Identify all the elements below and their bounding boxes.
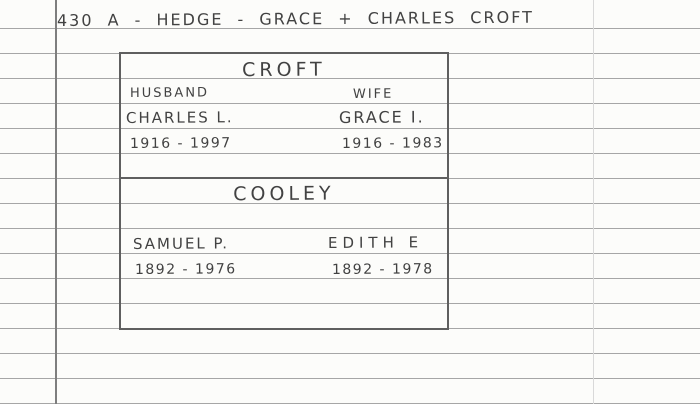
record-title: 430 A - HEDGE - GRACE + CHARLES CROFT	[56, 7, 534, 31]
cooley-surname-heading: COOLEY	[233, 182, 335, 206]
husband-years-cooley: 1892 - 1976	[134, 261, 237, 278]
section-divider-line	[119, 177, 449, 179]
left-margin-rule-line	[55, 0, 57, 404]
plot-record-card: CROFT HUSBAND WIFE CHARLES L. GRACE I. 1…	[119, 52, 449, 330]
croft-surname-heading: CROFT	[242, 58, 326, 82]
husband-name-croft: CHARLES L.	[125, 108, 234, 128]
husband-name-cooley: SAMUEL P.	[132, 234, 230, 253]
husband-label: HUSBAND	[129, 85, 210, 102]
wife-name-cooley: EDITH E	[327, 233, 424, 252]
right-faint-rule-line	[593, 0, 594, 404]
husband-years-croft: 1916 - 1997	[129, 135, 232, 152]
wife-name-croft: GRACE I.	[338, 107, 425, 128]
wife-years-cooley: 1892 - 1978	[331, 261, 434, 278]
wife-label: WIFE	[352, 86, 394, 103]
wife-years-croft: 1916 - 1983	[341, 135, 444, 152]
